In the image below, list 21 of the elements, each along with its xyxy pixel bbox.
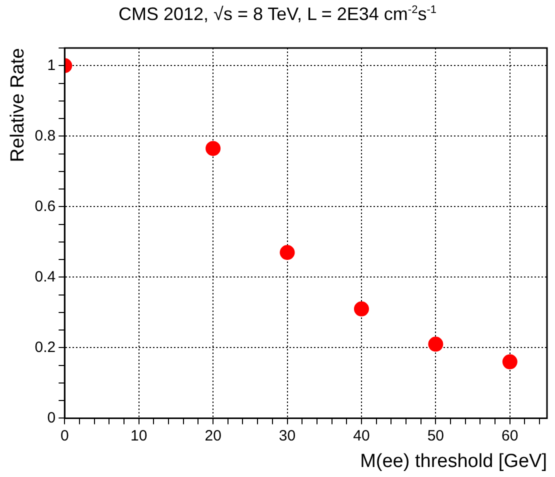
x-tick-label: 20 [204,427,222,444]
x-tick-label: 60 [502,427,518,444]
point [502,354,518,370]
chart-title: CMS 2012, √s = 8 TeV, L = 2E34 cm$^{-2}$s$^{-1}$ [118,4,438,25]
x-tick-label: 10 [130,427,148,444]
x-tick-label: 40 [353,427,370,444]
y-tick-label: 0.8 [34,127,56,144]
point [206,140,221,156]
point [354,301,369,316]
x-tick-label: 50 [427,427,444,444]
y-axis-title: Relative Rate [8,48,29,162]
x-tick-label: 0 [60,427,69,444]
x-tick-label: 30 [278,427,296,444]
y-tick-label: 1 [47,56,56,74]
y-tick-label: 0.2 [34,338,56,356]
point [280,244,295,260]
y-tick-label: 0 [47,409,56,426]
y-tick-label: 0.6 [34,198,56,215]
point [428,336,444,352]
y-tick-label: 0.4 [34,268,56,286]
x-axis-title: M(ee) threshold [GeV] [360,450,547,472]
